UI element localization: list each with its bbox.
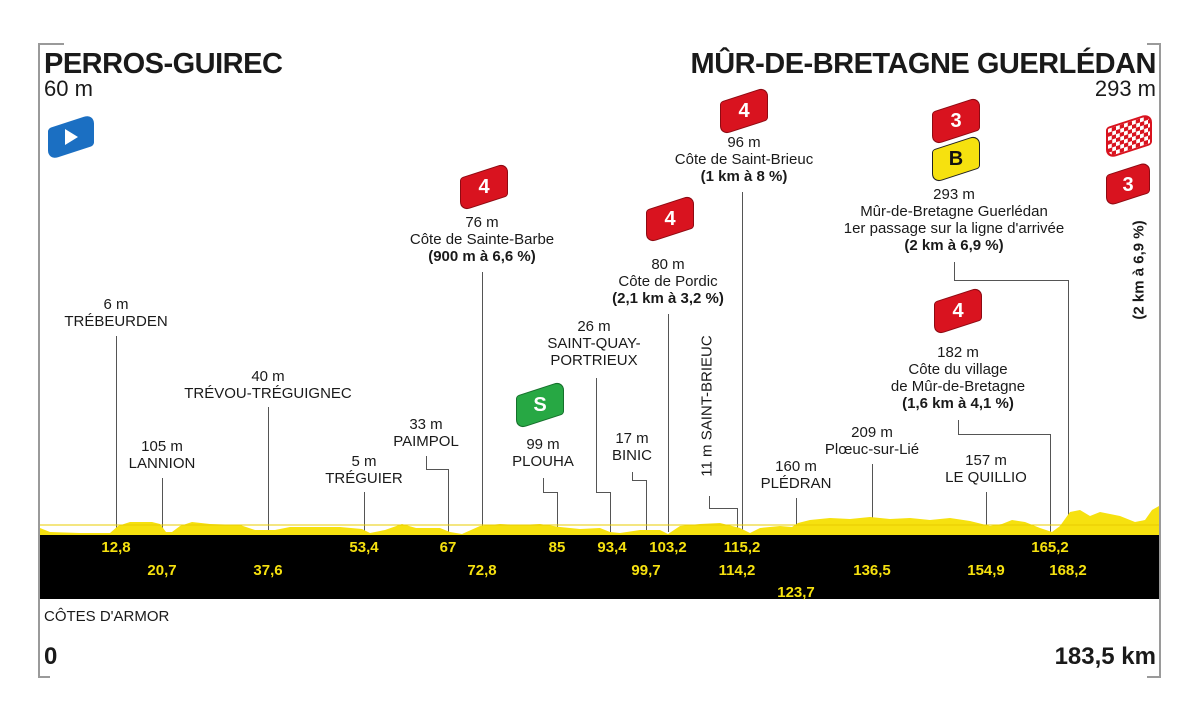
frame-corner — [38, 676, 50, 678]
leader-line — [632, 472, 633, 480]
climb-category-flag-icon: 4 — [646, 194, 694, 244]
km-marker: 165,2 — [1031, 539, 1069, 556]
finish-town: MÛR-DE-BRETAGNE GUERLÉDAN — [690, 48, 1157, 80]
km-marker: 53,4 — [349, 539, 379, 556]
km-end: 183,5 km — [1054, 643, 1156, 670]
km-start: 0 — [44, 643, 58, 670]
point-label-vertical: 11 m SAINT-BRIEUC — [698, 334, 716, 477]
km-marker: 168,2 — [1049, 562, 1087, 579]
point-label: 33 m PAIMPOL — [393, 416, 459, 450]
point-label: 5 m TRÉGUIER — [325, 453, 403, 487]
leader-line — [543, 492, 557, 493]
leader-line — [448, 469, 449, 532]
finish-checkered-flag-icon — [1106, 112, 1152, 160]
frame-right — [1159, 43, 1161, 678]
point-label: 40 m TRÉVOU-TRÉGUIGNEC — [184, 368, 352, 402]
climb-category-flag-icon: 4 — [720, 86, 768, 136]
climb-category-flag-icon: 3 — [1106, 160, 1150, 208]
start-flag-icon — [48, 113, 94, 161]
point-label: 26 m SAINT-QUAY- PORTRIEUX — [547, 318, 641, 369]
km-marker: 93,4 — [597, 539, 627, 556]
point-label: 209 m Plœuc-sur-Lié — [824, 424, 920, 458]
point-label: 157 m LE QUILLIO — [945, 452, 1027, 486]
leader-line — [646, 480, 647, 532]
km-marker: 20,7 — [147, 562, 177, 579]
frame-corner — [1147, 676, 1161, 678]
leader-line — [954, 262, 955, 280]
km-marker: 103,2 — [649, 539, 687, 556]
leader-line — [426, 456, 427, 469]
point-label: 160 m PLÉDRAN — [760, 458, 832, 492]
leader-line — [364, 492, 365, 532]
leader-line — [796, 498, 797, 532]
leader-line — [958, 420, 959, 434]
climb-category-flag-icon: 4 — [460, 162, 508, 212]
frame-left — [38, 43, 40, 678]
leader-line — [1068, 280, 1069, 532]
point-label: 17 m BINIC — [611, 430, 653, 464]
leader-line — [557, 492, 558, 532]
climb-label: 182 m Côte du village de Mûr-de-Bretagne (1… — [890, 344, 1026, 412]
km-marker: 154,9 — [967, 562, 1005, 579]
leader-line — [872, 464, 873, 532]
elevation-profile — [40, 506, 1159, 535]
leader-line — [596, 378, 597, 492]
leader-line — [482, 272, 483, 532]
km-marker: 67 — [439, 539, 457, 556]
start-altitude: 60 m — [44, 76, 93, 101]
frame-corner — [38, 43, 64, 45]
leader-line — [1050, 434, 1051, 532]
leader-line — [268, 407, 269, 532]
region-label: CÔTES D'ARMOR — [44, 608, 170, 625]
leader-line — [958, 434, 1050, 435]
climb-label: 293 m Mûr-de-Bretagne Guerlédan 1er passag… — [843, 186, 1065, 254]
km-marker: 12,8 — [101, 539, 131, 556]
leader-line — [543, 478, 544, 492]
leader-line — [954, 280, 1068, 281]
climb-category-flag-icon: 4 — [934, 286, 982, 336]
km-marker: 115,2 — [723, 539, 761, 556]
leader-line — [632, 480, 646, 481]
km-marker: 85 — [548, 539, 566, 556]
point-label: 105 m LANNION — [128, 438, 196, 472]
finish-climb-detail: (2 km à 6,9 %) — [1130, 220, 1148, 320]
leader-line — [986, 492, 987, 532]
km-marker: 114,2 — [718, 562, 756, 579]
climb-label: 80 m Côte de Pordic (2,1 km à 3,2 %) — [612, 256, 724, 307]
distance-bar — [40, 535, 1159, 599]
point-label: 99 m PLOUHA — [512, 436, 574, 470]
climb-label: 76 m Côte de Sainte-Barbe (900 m à 6,6 %) — [409, 214, 555, 265]
km-marker: 99,7 — [631, 562, 661, 579]
km-marker: 72,8 — [467, 562, 497, 579]
climb-label: 96 m Côte de Saint-Brieuc (1 km à 8 %) — [674, 134, 814, 185]
leader-line — [668, 314, 669, 532]
leader-line — [426, 469, 448, 470]
leader-line — [709, 508, 737, 509]
leader-line — [709, 496, 710, 508]
point-label: 6 m TRÉBEURDEN — [64, 296, 168, 330]
km-marker: 37,6 — [253, 562, 283, 579]
km-marker: 123,7 — [777, 584, 815, 601]
km-marker: 136,5 — [853, 562, 891, 579]
start-town: PERROS-GUIREC — [44, 48, 283, 80]
leader-line — [116, 336, 117, 532]
finish-altitude: 293 m — [1094, 76, 1156, 101]
leader-line — [742, 192, 743, 532]
leader-line — [162, 478, 163, 532]
leader-line — [610, 492, 611, 532]
sprint-flag-icon: S — [516, 380, 564, 430]
leader-line — [737, 508, 738, 532]
leader-line — [596, 492, 610, 493]
frame-corner — [1147, 43, 1161, 45]
